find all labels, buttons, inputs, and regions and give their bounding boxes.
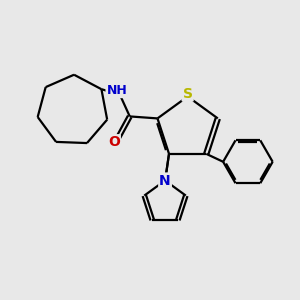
Text: N: N [159, 173, 171, 188]
Text: O: O [108, 135, 120, 149]
Text: S: S [183, 86, 193, 100]
Text: NH: NH [106, 84, 127, 97]
